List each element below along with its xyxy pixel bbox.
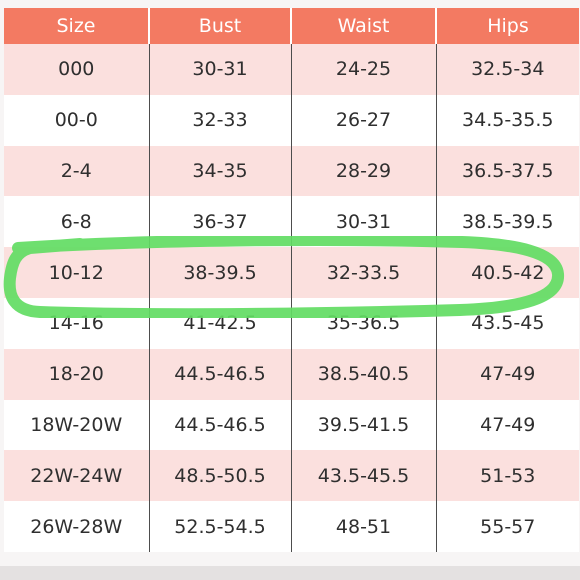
size-cell: 18-20 [4, 348, 149, 400]
waist-cell: 28-29 [290, 145, 436, 197]
hips-cell: 34.5-35.5 [435, 94, 579, 146]
hips-cell: 47-49 [435, 348, 579, 400]
bust-cell: 38-39.5 [148, 247, 291, 298]
waist-cell: 39.5-41.5 [290, 399, 436, 451]
bust-cell: 36-37 [148, 196, 291, 248]
column-header-waist: Waist [290, 8, 436, 44]
bust-cell: 32-33 [148, 94, 291, 146]
hips-cell: 43.5-45 [435, 297, 579, 349]
table-row: 18W-20W 44.5-46.5 39.5-41.5 47-49 [4, 399, 579, 451]
hips-cell: 47-49 [435, 399, 579, 451]
waist-cell: 30-31 [290, 196, 436, 248]
size-cell: 26W-28W [4, 501, 149, 552]
size-cell: 2-4 [4, 145, 149, 197]
size-cell: 00-0 [4, 94, 149, 146]
bust-cell: 34-35 [148, 145, 291, 197]
hips-cell: 32.5-34 [435, 44, 579, 95]
column-header-hips: Hips [435, 8, 579, 44]
table-row: 22W-24W 48.5-50.5 43.5-45.5 51-53 [4, 450, 579, 502]
waist-cell: 48-51 [290, 501, 436, 552]
bust-cell: 44.5-46.5 [148, 399, 291, 451]
table-row: 6-8 36-37 30-31 38.5-39.5 [4, 196, 579, 248]
waist-cell: 32-33.5 [290, 247, 436, 298]
size-chart-body: 000 30-31 24-25 32.5-34 00-0 32-33 26-27… [4, 44, 579, 552]
bust-cell: 48.5-50.5 [148, 450, 291, 502]
bust-cell: 30-31 [148, 44, 291, 95]
bust-cell: 41-42.5 [148, 297, 291, 349]
column-header-bust: Bust [148, 8, 291, 44]
hips-cell: 51-53 [435, 450, 579, 502]
column-header-size: Size [4, 8, 149, 44]
size-cell: 6-8 [4, 196, 149, 248]
hips-cell: 55-57 [435, 501, 579, 552]
waist-cell: 24-25 [290, 44, 436, 95]
table-row: 000 30-31 24-25 32.5-34 [4, 44, 579, 95]
size-cell: 000 [4, 44, 149, 95]
size-cell: 22W-24W [4, 450, 149, 502]
waist-cell: 38.5-40.5 [290, 348, 436, 400]
size-cell: 10-12 [4, 247, 149, 298]
size-chart-table: Size Bust Waist Hips 000 30-31 24-25 32.… [4, 8, 579, 552]
table-row: 26W-28W 52.5-54.5 48-51 55-57 [4, 501, 579, 552]
bust-cell: 44.5-46.5 [148, 348, 291, 400]
hips-cell: 38.5-39.5 [435, 196, 579, 248]
table-row: 14-16 41-42.5 35-36.5 43.5-45 [4, 297, 579, 349]
size-cell: 18W-20W [4, 399, 149, 451]
table-row: 00-0 32-33 26-27 34.5-35.5 [4, 94, 579, 146]
table-row-highlighted: 10-12 38-39.5 32-33.5 40.5-42 [4, 247, 579, 298]
hips-cell: 40.5-42 [435, 247, 579, 298]
size-cell: 14-16 [4, 297, 149, 349]
table-row: 2-4 34-35 28-29 36.5-37.5 [4, 145, 579, 197]
waist-cell: 35-36.5 [290, 297, 436, 349]
waist-cell: 26-27 [290, 94, 436, 146]
size-chart-header: Size Bust Waist Hips [4, 8, 579, 44]
image-bottom-edge [0, 566, 580, 580]
waist-cell: 43.5-45.5 [290, 450, 436, 502]
hips-cell: 36.5-37.5 [435, 145, 579, 197]
bust-cell: 52.5-54.5 [148, 501, 291, 552]
table-row: 18-20 44.5-46.5 38.5-40.5 47-49 [4, 348, 579, 400]
